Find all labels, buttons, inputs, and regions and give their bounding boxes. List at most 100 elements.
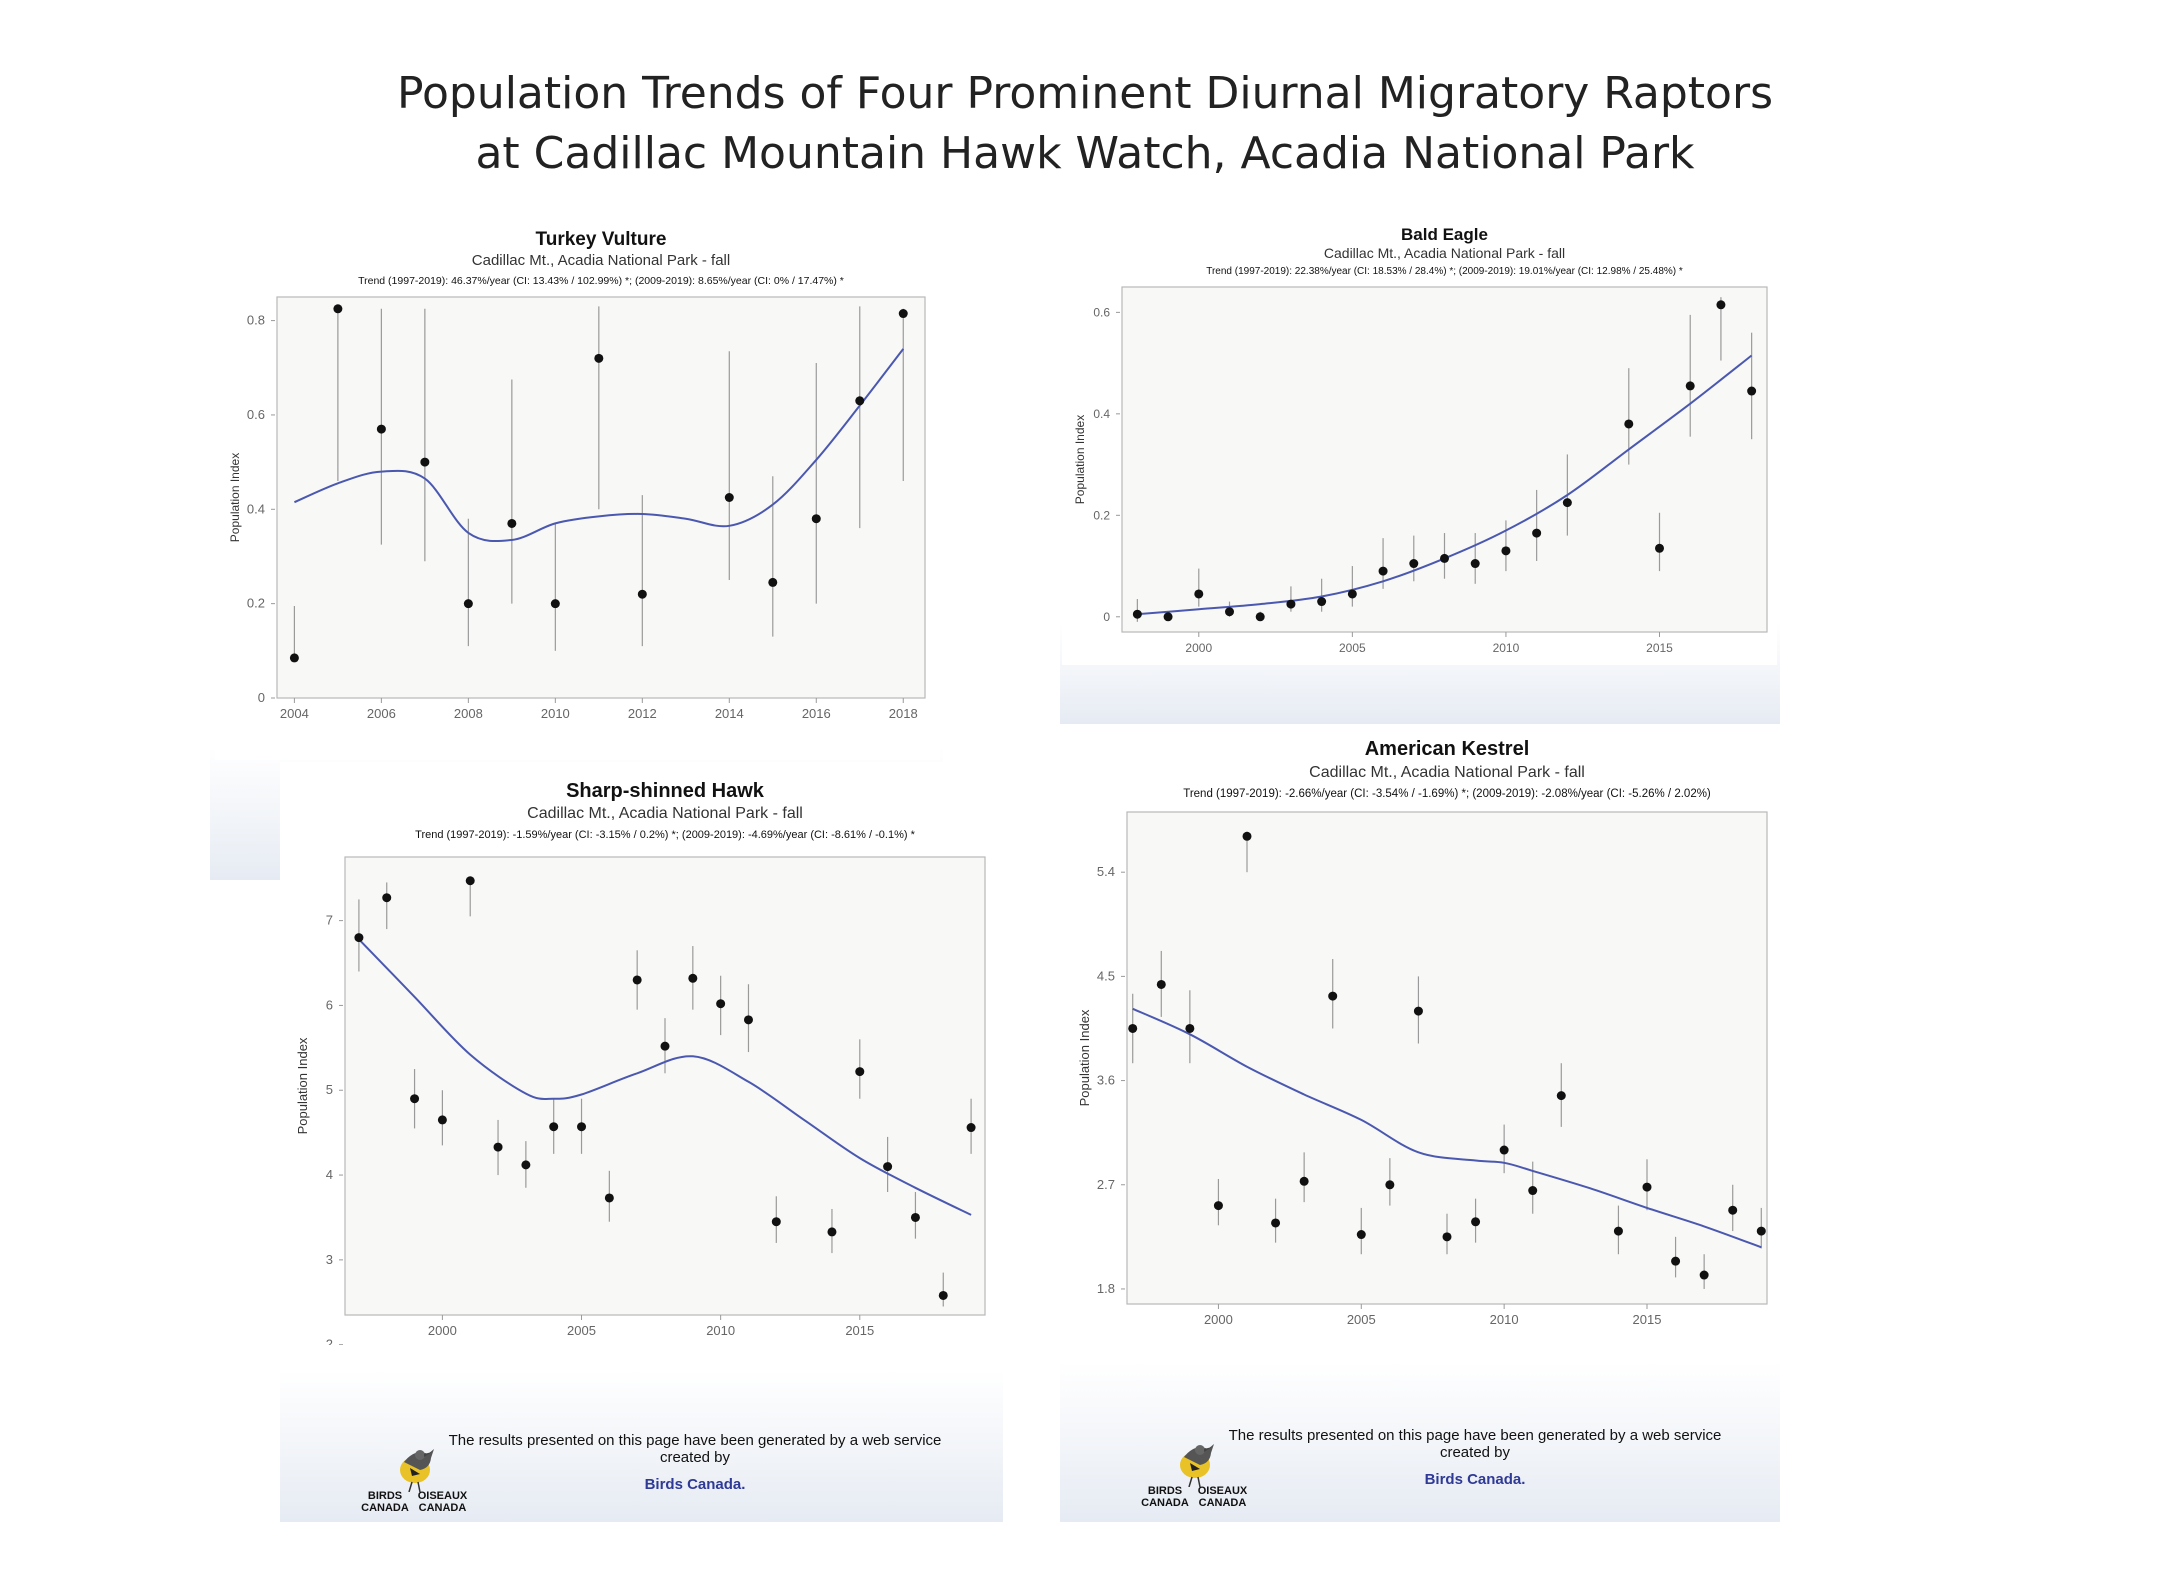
data-point (966, 1123, 976, 1133)
data-point (855, 396, 865, 406)
data-point (1699, 1270, 1709, 1280)
data-point (1470, 559, 1480, 569)
birds-canada-logo-right: BIRDS CANADA OISEAUX CANADA (1140, 1435, 1250, 1515)
main-title-line-2: at Cadillac Mountain Hawk Watch, Acadia … (475, 128, 1695, 179)
data-point (1132, 609, 1142, 619)
data-point (577, 1122, 587, 1132)
data-point (1501, 546, 1511, 556)
x-tick-label: 2018 (889, 706, 918, 721)
chart-title: American Kestrel (1365, 738, 1530, 760)
data-point (660, 1041, 670, 1051)
chart-subtitle: Cadillac Mt., Acadia National Park - fal… (472, 252, 730, 269)
data-point (1185, 1023, 1195, 1033)
data-point (1756, 1226, 1766, 1236)
plot-area (276, 296, 926, 699)
x-tick-label: 2005 (1339, 641, 1366, 655)
data-point (1242, 831, 1252, 841)
trend-line (1132, 1007, 1762, 1249)
data-point (1747, 386, 1757, 396)
y-axis-label: Population Index (295, 1037, 310, 1134)
data-point (333, 304, 343, 314)
data-point (376, 424, 386, 434)
trend-line (358, 938, 972, 1216)
y-tick-label: 0.2 (1093, 508, 1110, 522)
y-tick-label: 4 (326, 1167, 333, 1182)
data-point (1317, 597, 1327, 607)
logo-text-left: BIRDS CANADA (1141, 1485, 1189, 1509)
data-point (594, 353, 604, 363)
x-tick-label: 2008 (454, 706, 483, 721)
data-point (382, 893, 392, 903)
data-point (1728, 1205, 1738, 1215)
data-point (1347, 589, 1357, 599)
data-point (437, 1115, 447, 1125)
y-tick-label: 5.4 (1097, 864, 1115, 879)
chart-svg: Sharp-shinned Hawk Cadillac Mt., Acadia N… (295, 780, 986, 1345)
data-point (1286, 599, 1296, 609)
data-point (811, 514, 821, 524)
logo-text-right: OISEAUX CANADA (417, 1490, 468, 1514)
credit-left: The results presented on this page have … (445, 1432, 945, 1493)
data-point (463, 599, 473, 609)
data-point (1225, 607, 1234, 617)
data-point (1299, 1176, 1309, 1186)
x-tick-label: 2012 (628, 706, 657, 721)
credit-text: The results presented on this page have … (448, 1432, 942, 1466)
y-tick-label: 1.8 (1097, 1281, 1115, 1296)
data-point (1613, 1226, 1623, 1236)
data-point (1156, 979, 1166, 989)
y-tick-label: 0 (1103, 610, 1110, 624)
data-point (549, 1122, 559, 1132)
chart-turkey-vulture: Turkey Vulture Cadillac Mt., Acadia Natio… (215, 220, 940, 760)
data-point (1685, 381, 1695, 391)
x-tick-label: 2010 (1490, 1312, 1519, 1327)
trend-line (1137, 354, 1753, 616)
birds-canada-link[interactable]: Birds Canada (644, 1476, 742, 1493)
logo-text-left: BIRDS CANADA (361, 1490, 409, 1514)
y-tick-label: 3.6 (1097, 1073, 1115, 1088)
x-tick-label: 2005 (1347, 1312, 1376, 1327)
x-tick-label: 2010 (541, 706, 570, 721)
birds-canada-link[interactable]: Birds Canada (1424, 1471, 1522, 1488)
data-point (289, 653, 299, 663)
data-point (1624, 419, 1634, 429)
y-tick-label: 0.4 (247, 501, 265, 516)
data-point (604, 1193, 614, 1203)
data-point (1562, 498, 1572, 508)
data-point (507, 518, 517, 528)
credit-right: The results presented on this page have … (1225, 1427, 1725, 1488)
y-tick-label: 0 (258, 690, 265, 705)
y-tick-label: 4.5 (1097, 968, 1115, 983)
y-axis-label: Population Index (1073, 415, 1087, 504)
x-tick-label: 2010 (1493, 641, 1520, 655)
meadowlark-icon (1180, 1444, 1214, 1487)
chart-subtitle: Cadillac Mt., Acadia National Park - fal… (1309, 764, 1585, 781)
data-point (1271, 1218, 1281, 1228)
data-point (1194, 589, 1204, 599)
data-point (550, 599, 560, 609)
data-point (768, 577, 778, 587)
x-tick-label: 2006 (367, 706, 396, 721)
chart-svg: American Kestrel Cadillac Mt., Acadia Nat… (1077, 738, 1768, 1327)
chart-sharp-shinned-hawk: Sharp-shinned Hawk Cadillac Mt., Acadia N… (285, 765, 1000, 1345)
plot-area (344, 856, 986, 1316)
y-axis-label: Population Index (228, 453, 242, 542)
main-title-line-1: Population Trends of Four Prominent Diur… (397, 68, 1773, 119)
data-point (743, 1015, 753, 1025)
data-point (354, 933, 364, 943)
data-point (1716, 300, 1726, 310)
chart-trend-text: Trend (1997-2019): 22.38%/year (CI: 18.5… (1206, 266, 1683, 277)
x-tick-label: 2010 (706, 1323, 735, 1338)
x-tick-label: 2004 (280, 706, 309, 721)
data-point (1409, 559, 1419, 569)
meadowlark-icon (400, 1449, 434, 1492)
data-point (855, 1067, 865, 1077)
data-point (1163, 612, 1173, 622)
data-point (1556, 1091, 1566, 1101)
x-tick-label: 2015 (1633, 1312, 1662, 1327)
chart-subtitle: Cadillac Mt., Acadia National Park - fal… (1324, 245, 1565, 261)
data-point (1642, 1182, 1652, 1192)
data-point (898, 309, 908, 319)
chart-trend-text: Trend (1997-2019): 46.37%/year (CI: 13.4… (358, 275, 844, 287)
